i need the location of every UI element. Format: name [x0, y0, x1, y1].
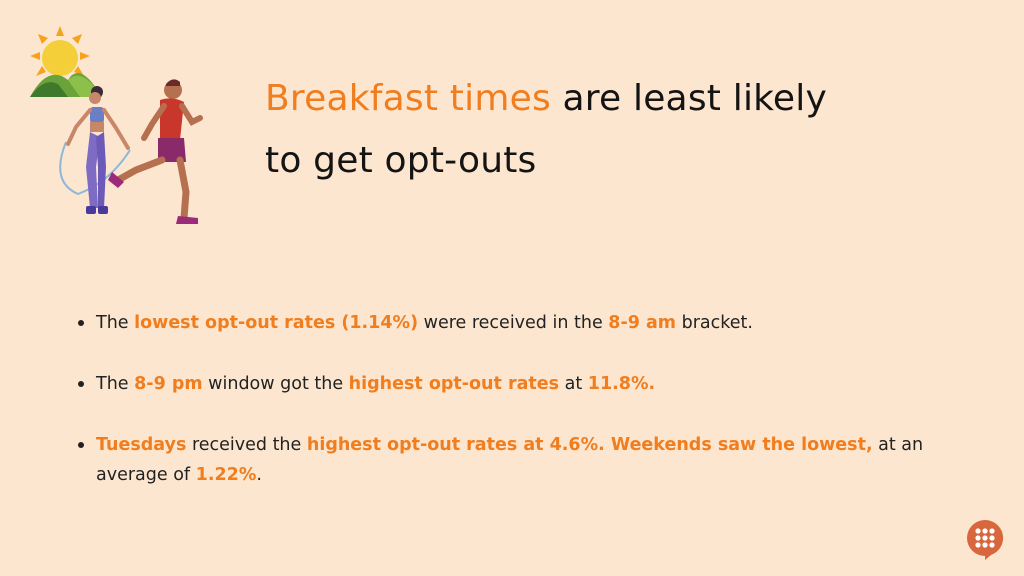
fitness-illustration — [30, 26, 203, 224]
bullet-highlight: highest opt-out rates — [348, 374, 560, 394]
title-rest-line2: to get opt-outs — [265, 140, 537, 181]
bullet-text: bracket. — [676, 313, 753, 333]
bullet-text: at an average of — [96, 435, 924, 485]
bullet-highlight: Tuesdays — [96, 435, 187, 455]
bullet-highlight: 8-9 pm — [134, 374, 203, 394]
bullet-text: window got the — [202, 374, 349, 394]
chat-logo-icon[interactable] — [966, 519, 1004, 561]
bullet-highlight: highest opt-out rates at 4.6%. Weekends … — [306, 435, 873, 455]
bullet-item: The lowest opt-out rates (1.14%) were re… — [70, 308, 970, 338]
bullet-text: were received in the — [418, 313, 609, 333]
bullet-list: The lowest opt-out rates (1.14%) were re… — [70, 308, 970, 490]
bullet-highlight: 8-9 am — [608, 313, 677, 333]
bullet-text: at — [559, 374, 588, 394]
page-title: Breakfast times are least likely to get … — [265, 68, 985, 192]
title-accent: Breakfast times — [265, 78, 551, 119]
runner-figure — [108, 79, 203, 224]
bullet-text: The — [96, 313, 135, 333]
bullet-highlight: 11.8%. — [587, 374, 656, 394]
bullet-highlight: lowest opt-out rates (1.14%) — [134, 313, 419, 333]
bullet-text: received the — [186, 435, 307, 455]
bullet-text: . — [256, 465, 262, 485]
bullet-text: The — [96, 374, 135, 394]
bullet-item: The 8-9 pm window got the highest opt-ou… — [70, 369, 970, 399]
sun-icon — [30, 26, 90, 76]
jump-rope-figure — [59, 86, 131, 214]
bullet-highlight: 1.22% — [195, 465, 257, 485]
bullet-item: Tuesdays received the highest opt-out ra… — [70, 430, 970, 490]
title-rest-line1: are least likely — [550, 78, 827, 119]
